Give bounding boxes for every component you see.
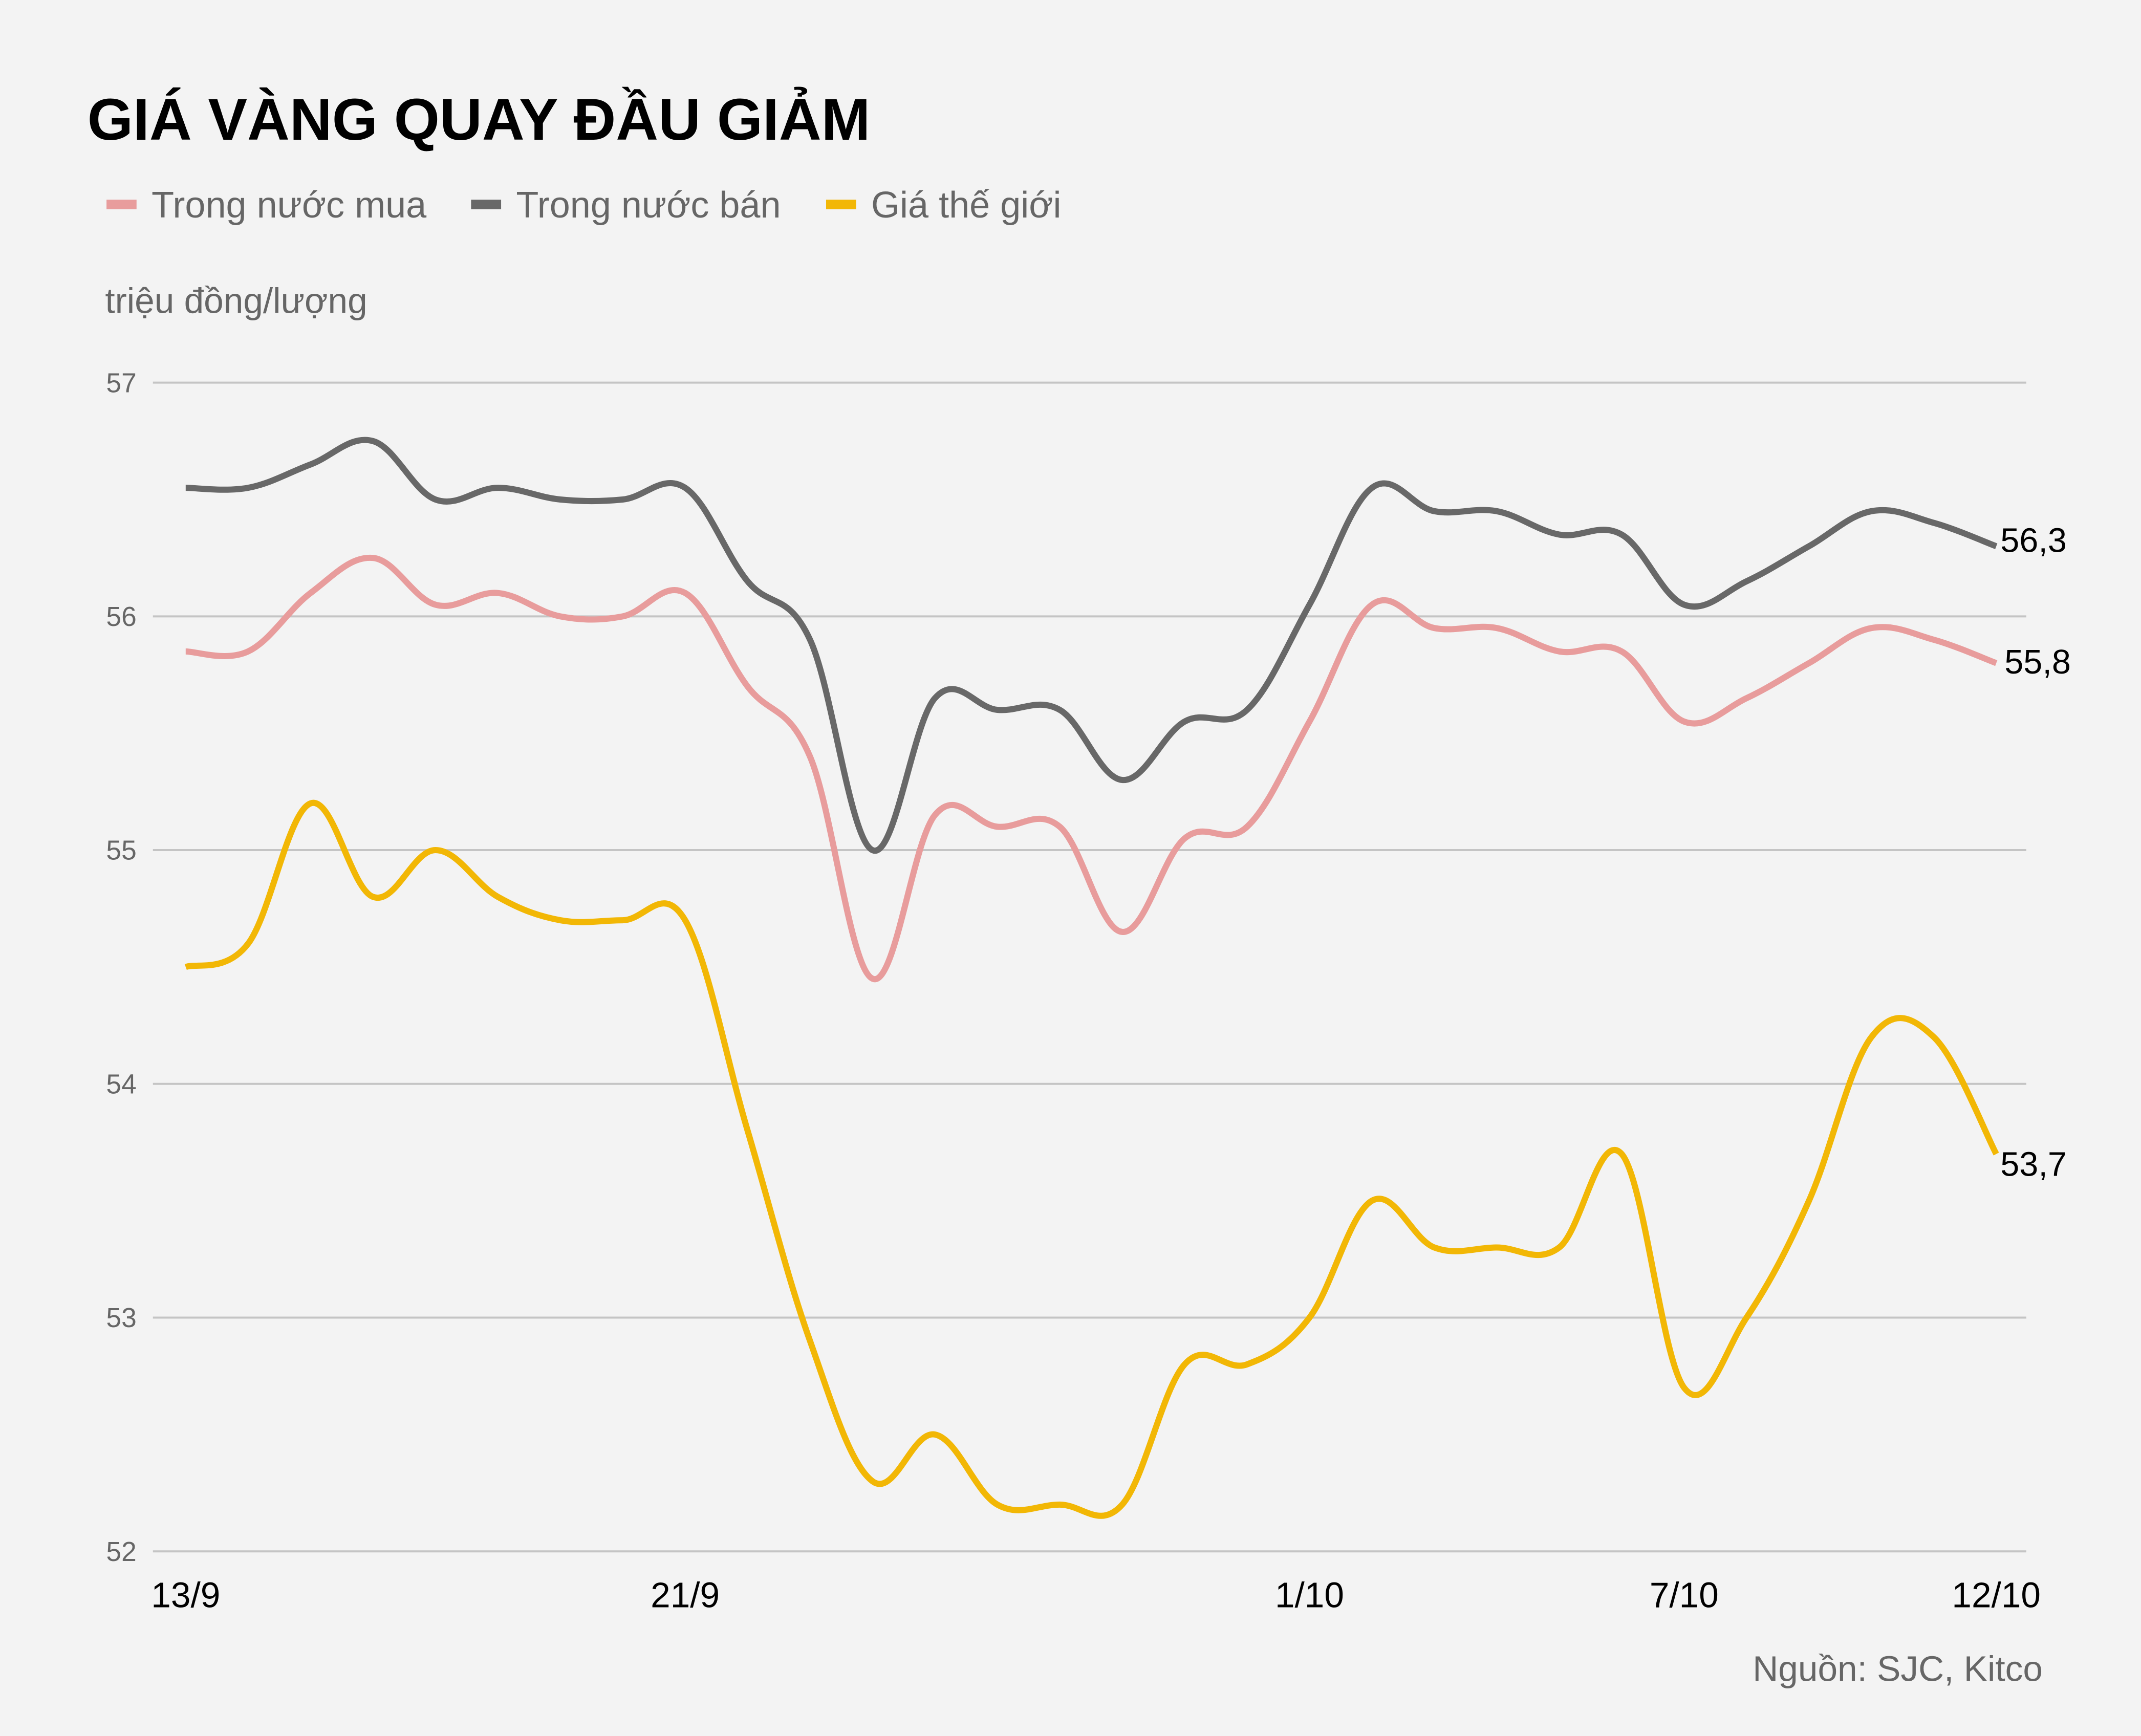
legend: Trong nước mua Trong nước bán Giá thế gi… [106,185,1061,226]
series-line-sell [185,437,1998,854]
y-tick-label: 55 [106,836,136,866]
source-note: Nguồn: SJC, Kitco [1753,1649,2043,1689]
y-axis-ticks: 52 53 54 55 56 57 [106,368,136,1567]
y-tick-label: 54 [106,1069,136,1099]
y-axis-unit-label: triệu đồng/lượng [105,281,367,321]
y-tick-label: 52 [106,1537,136,1567]
end-label-buy: 55,8 [2004,643,2071,681]
y-tick-label: 56 [106,602,136,632]
end-label-world: 53,7 [2000,1146,2067,1184]
legend-label-world: Giá thế giới [871,185,1061,226]
x-tick-label: 1/10 [1275,1575,1344,1615]
x-tick-label: 21/9 [651,1575,720,1615]
legend-swatch-world [826,200,856,209]
x-tick-label: 12/10 [1952,1575,2041,1615]
legend-label-buy: Trong nước mua [152,185,427,226]
gridlines [153,381,2026,1553]
y-tick-label: 53 [106,1303,136,1333]
chart-title: GIÁ VÀNG QUAY ĐẦU GIẢM [88,87,871,153]
x-tick-label: 13/9 [151,1575,220,1615]
legend-label-sell: Trong nước bán [516,185,781,226]
y-tick-label: 57 [106,368,136,398]
legend-swatch-sell [471,200,502,209]
series-line-buy [185,554,1998,983]
end-label-sell: 56,3 [2000,522,2067,559]
legend-swatch-buy [106,200,137,209]
x-axis-ticks: 13/9 21/9 1/10 7/10 12/10 [151,1575,2041,1615]
series-lines [184,437,1999,1519]
x-tick-label: 7/10 [1650,1575,1719,1615]
series-line-world [184,799,1999,1519]
